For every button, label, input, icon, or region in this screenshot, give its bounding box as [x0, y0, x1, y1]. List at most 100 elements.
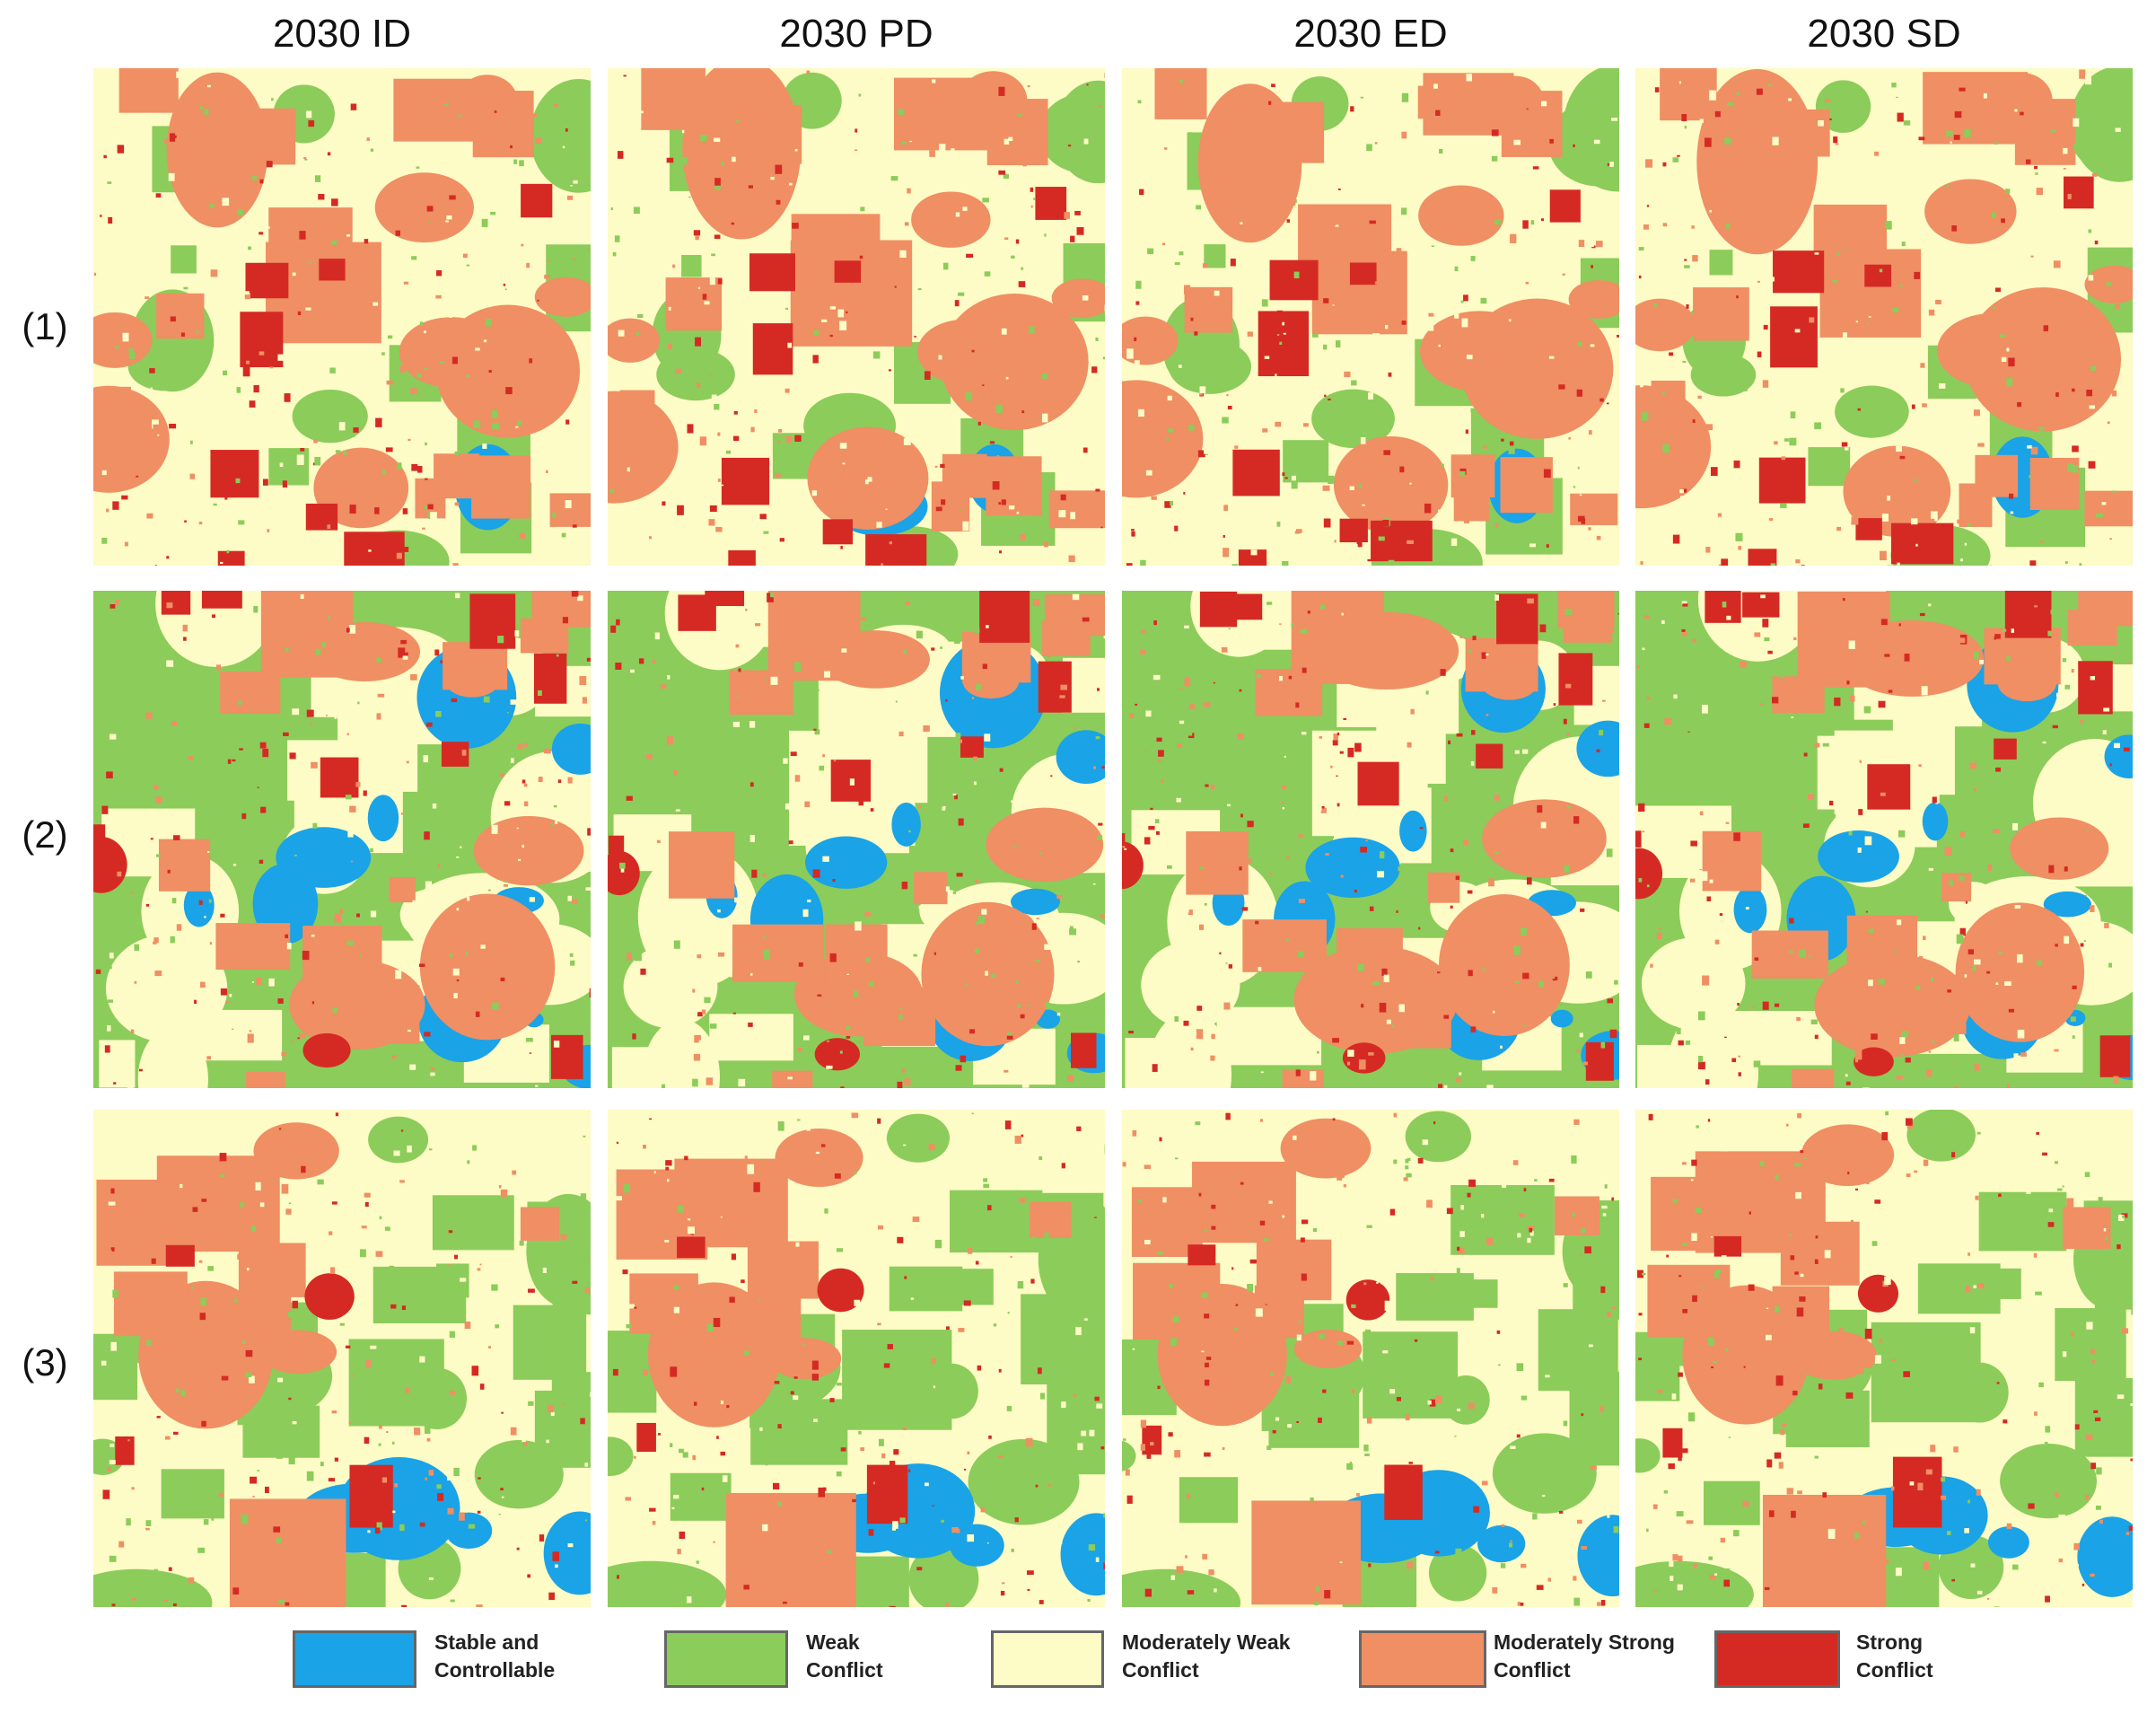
speckle: [448, 1230, 453, 1234]
conflict-map: [1122, 1111, 1619, 1607]
zone-weak: [1179, 1477, 1239, 1524]
speckle: [912, 1217, 920, 1223]
speckle: [714, 234, 721, 240]
speckle: [1021, 267, 1024, 270]
speckle: [2090, 1463, 2097, 1470]
speckle: [1152, 1064, 1158, 1072]
speckle: [824, 1208, 828, 1214]
speckle: [146, 513, 153, 519]
speckle: [406, 760, 409, 764]
speckle: [1030, 187, 1034, 192]
speckle: [827, 104, 834, 110]
speckle: [573, 180, 578, 184]
speckle: [1266, 602, 1273, 605]
speckle: [286, 943, 292, 950]
speckle: [232, 1587, 240, 1595]
speckle: [443, 1456, 447, 1459]
speckle: [1938, 383, 1946, 389]
speckle: [1264, 356, 1270, 359]
speckle: [2037, 960, 2043, 966]
speckle: [2042, 741, 2046, 744]
speckle: [1279, 623, 1282, 625]
speckle: [925, 640, 931, 646]
speckle: [244, 1372, 252, 1377]
speckle: [455, 593, 460, 599]
zone-weak: [1917, 1263, 2001, 1314]
speckle: [1638, 1211, 1644, 1216]
speckle: [1275, 421, 1282, 427]
speckle: [761, 1325, 769, 1333]
speckle: [2048, 865, 2055, 874]
speckle: [523, 1442, 528, 1446]
speckle: [1838, 1328, 1844, 1332]
speckle: [2091, 1359, 2096, 1364]
speckle: [2035, 172, 2038, 175]
speckle: [285, 1602, 290, 1606]
speckle: [119, 1221, 127, 1227]
zone-strong: [608, 850, 640, 896]
speckle: [743, 1585, 749, 1590]
speckle: [1592, 76, 1600, 84]
speckle: [1732, 727, 1738, 732]
speckle: [1874, 151, 1880, 156]
speckle: [1898, 1489, 1904, 1492]
speckle: [219, 561, 223, 565]
speckle: [1718, 564, 1723, 566]
speckle: [1337, 732, 1340, 736]
speckle: [572, 1280, 578, 1284]
speckle: [2073, 118, 2080, 127]
speckle: [456, 1134, 460, 1138]
speckle: [2084, 1494, 2090, 1500]
speckle: [616, 1141, 619, 1144]
speckle: [811, 1360, 819, 1370]
speckle: [1095, 488, 1100, 492]
speckle: [1328, 1454, 1337, 1463]
speckle: [1259, 1119, 1264, 1122]
speckle: [529, 1052, 532, 1054]
zone-strong: [822, 519, 854, 545]
speckle: [1862, 1087, 1870, 1088]
speckle: [185, 564, 192, 566]
speckle: [1020, 149, 1026, 154]
speckle: [268, 978, 275, 987]
speckle: [197, 1547, 206, 1553]
zone-strong: [1071, 1032, 1097, 1068]
speckle: [1135, 703, 1138, 706]
speckle: [449, 315, 452, 318]
speckle: [1132, 1129, 1137, 1137]
speckle: [417, 466, 423, 473]
speckle: [1369, 220, 1376, 224]
speckle: [2080, 943, 2084, 947]
speckle: [1088, 1544, 1096, 1551]
speckle: [1565, 683, 1572, 689]
speckle: [1652, 1438, 1659, 1444]
speckle: [1976, 1489, 1981, 1496]
speckle: [172, 1431, 179, 1435]
speckle: [118, 1562, 124, 1568]
speckle: [1916, 1030, 1924, 1039]
speckle: [1874, 1199, 1881, 1204]
speckle: [813, 179, 817, 182]
speckle: [1854, 1059, 1859, 1063]
speckle: [958, 292, 965, 296]
zone-modstrong: [1333, 435, 1449, 533]
zone-stable: [1011, 888, 1060, 916]
speckle: [1803, 1157, 1806, 1160]
speckle: [198, 522, 203, 525]
speckle: [1282, 560, 1289, 566]
speckle: [1363, 1282, 1367, 1286]
speckle: [1128, 713, 1134, 719]
speckle: [1096, 1403, 1103, 1409]
speckle: [1903, 1490, 1909, 1495]
speckle: [984, 734, 991, 742]
speckle: [1281, 408, 1286, 414]
speckle: [966, 253, 974, 259]
speckle: [1517, 1602, 1521, 1606]
speckle: [1249, 858, 1252, 864]
zone-stable: [2043, 891, 2091, 918]
speckle: [1878, 700, 1886, 708]
speckle: [721, 738, 728, 745]
speckle: [1610, 1087, 1616, 1088]
speckle: [1098, 105, 1102, 108]
speckle: [1382, 1350, 1389, 1354]
